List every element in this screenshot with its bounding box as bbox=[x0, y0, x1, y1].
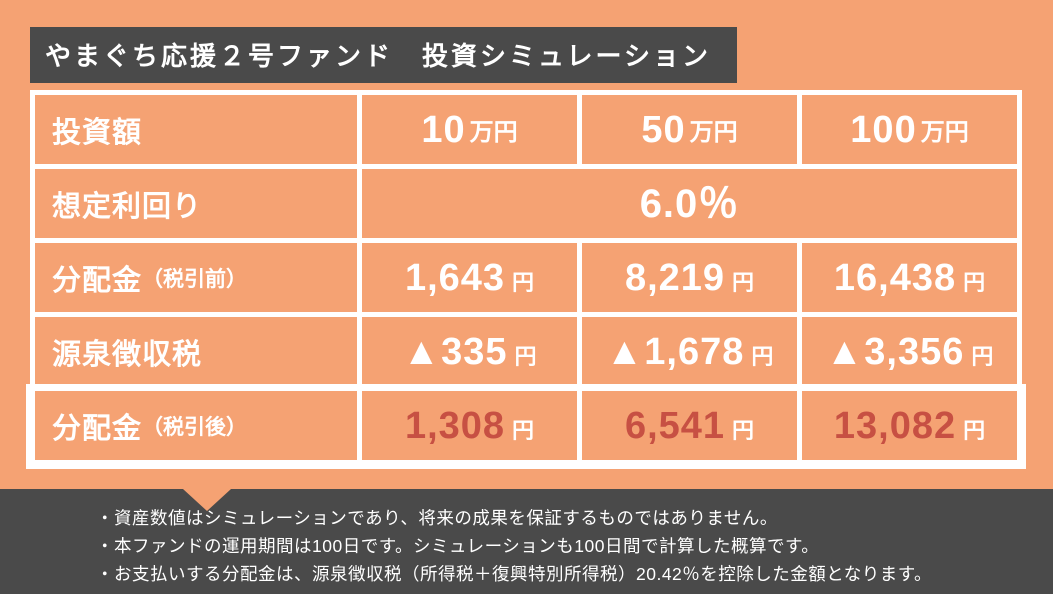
note-item: ・本ファンドの運用期間は100日です。シミュレーションも100日間で計算した概算… bbox=[96, 536, 820, 556]
row-label-text: 分配金 bbox=[52, 412, 143, 445]
cell-unit: 万円 bbox=[920, 118, 969, 146]
cell-tax-col2: ▲1,678 円 bbox=[582, 317, 797, 386]
cell-pretax-col1: 1,643 円 bbox=[362, 243, 577, 312]
cell-number: 10 bbox=[421, 108, 466, 151]
cell-unit: 万円 bbox=[689, 118, 738, 146]
row-label-expected-yield: 想定利回り bbox=[35, 169, 357, 238]
cell-tax-col1: ▲335 円 bbox=[362, 317, 577, 386]
simulation-table: 投資額 10 万円 50 万円 100 万円 想定利回り 6.0％ 分配金 （税引… bbox=[26, 90, 1026, 469]
cell-number: 6,541 bbox=[624, 404, 726, 447]
cell-number: 13,082 bbox=[833, 404, 957, 447]
callout-triangle-icon bbox=[183, 489, 231, 511]
footer-disclaimer-bar: ・資産数値はシミュレーションであり、将来の成果を保証するものではありません。 ・… bbox=[0, 489, 1053, 594]
cell-aftertax-col2: 6,541 円 bbox=[582, 391, 797, 460]
cell-unit: 円 bbox=[514, 343, 537, 369]
cell-yield-merged: 6.0％ bbox=[362, 169, 1017, 238]
cell-number: 8,219 bbox=[624, 256, 726, 299]
note-item: ・資産数値はシミュレーションであり、将来の成果を保証するものではありません。 bbox=[96, 508, 778, 528]
row-label-text: 想定利回り bbox=[52, 190, 203, 223]
cell-unit: 円 bbox=[963, 417, 986, 443]
cell-number: ▲1,678 bbox=[605, 330, 745, 373]
cell-number: 100 bbox=[850, 108, 917, 151]
cell-unit: 円 bbox=[512, 269, 535, 295]
cell-unit: 円 bbox=[732, 417, 755, 443]
cell-unit: 円 bbox=[732, 269, 755, 295]
cell-investment-col3: 100 万円 bbox=[802, 95, 1017, 164]
cell-number: 1,643 bbox=[404, 256, 506, 299]
row-label-distribution-aftertax: 分配金 （税引後） bbox=[35, 391, 357, 460]
cell-investment-col2: 50 万円 bbox=[582, 95, 797, 164]
cell-aftertax-col3: 13,082 円 bbox=[802, 391, 1017, 460]
footer-notes: ・資産数値はシミュレーションであり、将来の成果を保証するものではありません。 ・… bbox=[0, 489, 1053, 588]
cell-pretax-col3: 16,438 円 bbox=[802, 243, 1017, 312]
cell-unit: 円 bbox=[751, 343, 774, 369]
cell-investment-col1: 10 万円 bbox=[362, 95, 577, 164]
cell-tax-col3: ▲3,356 円 bbox=[802, 317, 1017, 386]
cell-number: 6.0％ bbox=[639, 181, 740, 226]
page-title: やまぐち応援２号ファンド 投資シミュレーション bbox=[45, 41, 711, 71]
cell-pretax-col2: 8,219 円 bbox=[582, 243, 797, 312]
row-label-text: 投資額 bbox=[52, 116, 143, 149]
row-label-withholding-tax: 源泉徴収税 bbox=[35, 317, 357, 386]
cell-unit: 円 bbox=[971, 343, 994, 369]
row-label-text: 源泉徴収税 bbox=[52, 338, 203, 371]
row-label-sub: （税引前） bbox=[142, 267, 248, 291]
cell-unit: 円 bbox=[512, 417, 535, 443]
cell-number: ▲335 bbox=[402, 330, 508, 373]
cell-number: 50 bbox=[641, 108, 686, 151]
cell-number: ▲3,356 bbox=[825, 330, 965, 373]
row-label-investment-amount: 投資額 bbox=[35, 95, 357, 164]
cell-aftertax-col1: 1,308 円 bbox=[362, 391, 577, 460]
row-label-sub: （税引後） bbox=[142, 415, 248, 439]
row-label-text: 分配金 bbox=[52, 264, 143, 297]
note-item: ・お支払いする分配金は、源泉徴収税（所得税＋復興特別所得税）20.42％を控除し… bbox=[96, 564, 933, 584]
cell-number: 1,308 bbox=[404, 404, 506, 447]
row-label-distribution-pretax: 分配金 （税引前） bbox=[35, 243, 357, 312]
title-banner: やまぐち応援２号ファンド 投資シミュレーション bbox=[30, 27, 737, 83]
cell-number: 16,438 bbox=[833, 256, 957, 299]
cell-unit: 万円 bbox=[469, 118, 518, 146]
cell-unit: 円 bbox=[963, 269, 986, 295]
